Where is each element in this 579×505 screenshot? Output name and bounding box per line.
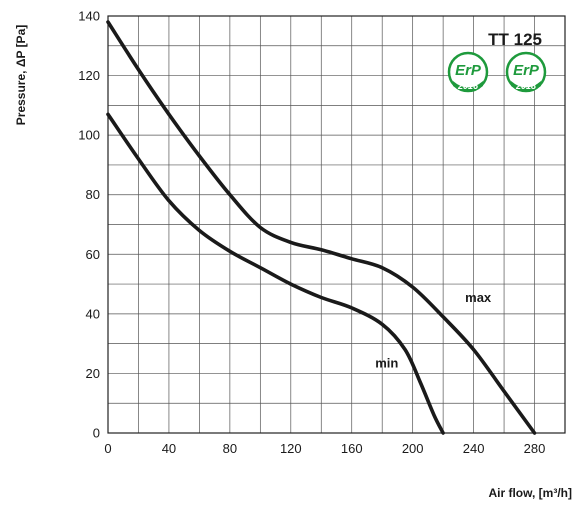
series	[106, 20, 537, 435]
series-labels: max min	[375, 290, 492, 371]
series-label-min: min	[375, 355, 398, 370]
y-tick-label: 20	[86, 366, 100, 381]
tick-labels: 0 40 80 120 160 200 240 280 0 20 40 60 80 100 120 140	[78, 9, 545, 457]
x-tick-label: 40	[162, 441, 176, 456]
series-line-max	[106, 20, 537, 435]
x-axis-title: Air flow, [m³/h]	[488, 486, 572, 500]
badge-top-text: ErP	[455, 62, 482, 79]
y-axis-title: Pressure, ΔP [Pa]	[14, 25, 28, 125]
x-tick-label: 280	[524, 441, 546, 456]
x-tick-label: 200	[402, 441, 424, 456]
plot-frame	[107, 15, 566, 434]
chart-title: TT 125	[488, 30, 542, 49]
y-tick-label: 140	[78, 9, 100, 24]
y-tick-label: 120	[78, 68, 100, 83]
y-tick-label: 0	[93, 426, 100, 441]
badge-top-text: ErP	[513, 62, 540, 79]
erp-2016-badge: ErP 2016	[447, 51, 489, 93]
y-tick-label: 100	[78, 128, 100, 143]
x-tick-label: 160	[341, 441, 363, 456]
badge-year-text: 2016	[457, 81, 479, 91]
x-tick-label: 80	[223, 441, 237, 456]
erp-2018-badge: ErP 2018	[505, 51, 547, 93]
y-tick-label: 80	[86, 187, 100, 202]
y-tick-label: 60	[86, 247, 100, 262]
badge-banner	[453, 81, 483, 91]
x-tick-label: 0	[104, 441, 111, 456]
y-tick-label: 40	[86, 306, 100, 321]
series-label-max: max	[465, 290, 492, 305]
series-line-min	[106, 112, 445, 435]
grid	[107, 15, 566, 434]
badge-year-text: 2018	[515, 81, 536, 91]
x-tick-label: 120	[280, 441, 302, 456]
x-tick-label: 240	[463, 441, 485, 456]
badge-banner	[511, 81, 541, 91]
